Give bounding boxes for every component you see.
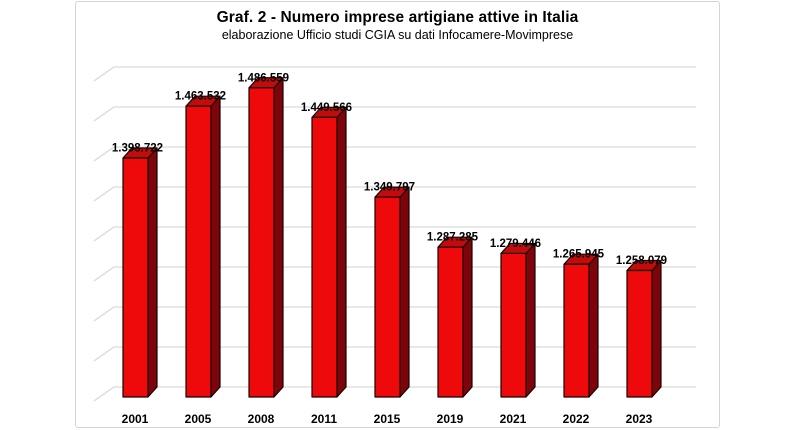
x-axis-label: 2023 (626, 412, 653, 426)
bar-side-face (588, 253, 599, 398)
axis-tick-icon (93, 66, 115, 82)
bar-2008 (248, 87, 275, 398)
bar-side-face (399, 186, 410, 398)
bar-2021 (500, 252, 527, 398)
bar-value-label: 1.398.722 (112, 143, 163, 155)
bar-2015 (374, 196, 401, 398)
bar-value-label: 1.265.945 (553, 249, 605, 261)
axis-tick-icon (93, 186, 115, 202)
chart-title: Graf. 2 - Numero imprese artigiane attiv… (216, 9, 579, 26)
bar-value-label: 1.258.079 (616, 255, 667, 267)
bar-value-label: 1.486.559 (238, 72, 289, 84)
bar-side-face (147, 147, 158, 398)
axis-tick-icon (93, 306, 115, 322)
bar-side-face (336, 106, 347, 398)
x-axis-label: 2021 (500, 412, 527, 426)
axis-tick-icon (93, 386, 115, 402)
chart-subtitle: elaborazione Ufficio studi CGIA su dati … (221, 28, 574, 42)
bar-side-face (525, 242, 536, 398)
bar-value-label: 1.287.285 (427, 232, 479, 244)
bar-side-face (210, 95, 221, 398)
bar-value-label: 1.349.797 (364, 182, 415, 194)
x-axis-label: 2001 (122, 412, 149, 426)
bar-2023 (626, 269, 653, 398)
bar-2011 (311, 116, 338, 398)
x-axis-label: 2008 (248, 412, 275, 426)
bar-2001 (122, 157, 149, 398)
axis-tick-icon (93, 266, 115, 282)
x-axis-label: 2011 (311, 412, 337, 426)
axis-tick-icon (93, 106, 115, 122)
bar-side-face (273, 77, 284, 398)
bar-2022 (563, 263, 590, 398)
bar-value-label: 1.463.532 (175, 91, 226, 103)
x-axis-label: 2015 (374, 412, 401, 426)
x-axis-label: 2019 (437, 412, 464, 426)
axis-tick-icon (93, 226, 115, 242)
bar-side-face (462, 236, 473, 398)
bar-value-label: 1.449.566 (301, 102, 352, 114)
bar-value-label: 1.279.446 (490, 238, 541, 250)
axis-tick-icon (93, 346, 115, 362)
bar-2005 (185, 105, 212, 398)
x-axis-label: 2005 (185, 412, 212, 426)
bar-2019 (437, 246, 464, 398)
x-axis-label: 2022 (563, 412, 590, 426)
bar-side-face (651, 259, 662, 398)
axis-tick-icon (93, 146, 115, 162)
